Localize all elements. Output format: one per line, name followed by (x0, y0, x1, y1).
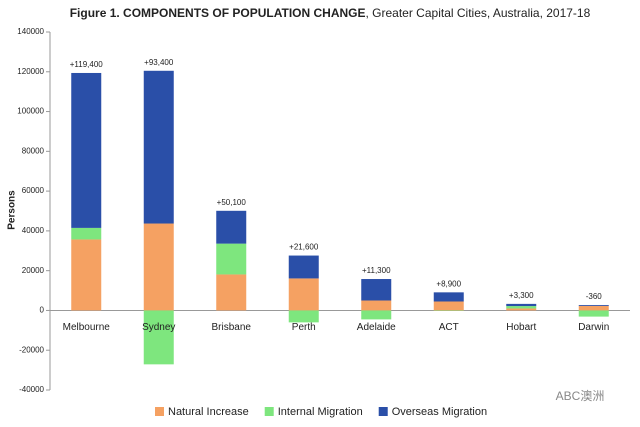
title-line: Figure 1. COMPONENTS OF POPULATION CHANG… (70, 6, 591, 20)
legend-label: Overseas Migration (392, 406, 487, 418)
bar-segment (71, 227, 102, 240)
bar-segment (143, 223, 174, 311)
y-tick-label: 40000 (22, 226, 45, 235)
x-tick-label: Adelaide (357, 322, 396, 333)
bar-segment (433, 301, 464, 311)
chart-title: Figure 1. COMPONENTS OF POPULATION CHANG… (70, 6, 366, 20)
bar-segment (216, 243, 247, 275)
y-tick-label: 120000 (17, 67, 44, 76)
bar-segment (71, 72, 102, 228)
legend-swatch (378, 407, 388, 416)
bar-segment (216, 274, 247, 311)
bar-segment (216, 210, 247, 244)
y-tick-label: 60000 (22, 186, 45, 195)
bar-segment (506, 306, 537, 309)
bar-segment (578, 305, 609, 311)
legend-label: Natural Increase (168, 406, 249, 418)
bar-segment (143, 310, 174, 365)
x-tick-label: Melbourne (63, 322, 111, 333)
x-tick-label: Perth (292, 322, 316, 333)
y-tick-label: -40000 (19, 385, 44, 394)
y-tick-label: 140000 (17, 27, 44, 36)
bar-segment (361, 310, 392, 320)
total-label: +8,900 (436, 279, 461, 288)
y-tick-label: 100000 (17, 107, 44, 116)
bar-segment (578, 304, 609, 306)
y-tick-label: -20000 (19, 345, 44, 354)
chart-subtitle: , Greater Capital Cities, Australia, 201… (366, 6, 591, 20)
legend-label: Internal Migration (278, 406, 363, 418)
y-tick-label: 20000 (22, 266, 45, 275)
bar-segment (506, 308, 537, 311)
x-tick-label: ACT (439, 322, 459, 333)
y-axis-label: Persons (7, 190, 18, 230)
bar-segment (143, 70, 174, 224)
bar-segment (288, 310, 319, 323)
x-tick-label: Sydney (142, 322, 175, 333)
total-label: -360 (586, 292, 603, 301)
bar-segment (506, 303, 537, 307)
legend-swatch (264, 407, 274, 416)
total-label: +93,400 (144, 58, 174, 67)
bar-segment (288, 255, 319, 279)
y-tick-label: 0 (40, 306, 45, 315)
bar-segment (578, 310, 609, 317)
bar-segment (361, 300, 392, 311)
watermark: ABC澳洲 (556, 389, 605, 403)
bar-segment (433, 292, 464, 302)
x-tick-label: Brisbane (212, 322, 252, 333)
x-tick-label: Darwin (578, 322, 609, 333)
bar-segment (288, 278, 319, 311)
total-label: +11,300 (362, 266, 391, 275)
total-label: +21,600 (289, 243, 319, 252)
y-tick-label: 80000 (22, 146, 45, 155)
legend-swatch (155, 407, 164, 416)
total-label: +50,100 (217, 198, 247, 207)
total-label: +119,400 (70, 60, 104, 69)
total-label: +3,300 (509, 291, 534, 300)
bar-segment (361, 279, 392, 301)
x-tick-label: Hobart (506, 322, 536, 333)
bar-segment (71, 239, 102, 311)
